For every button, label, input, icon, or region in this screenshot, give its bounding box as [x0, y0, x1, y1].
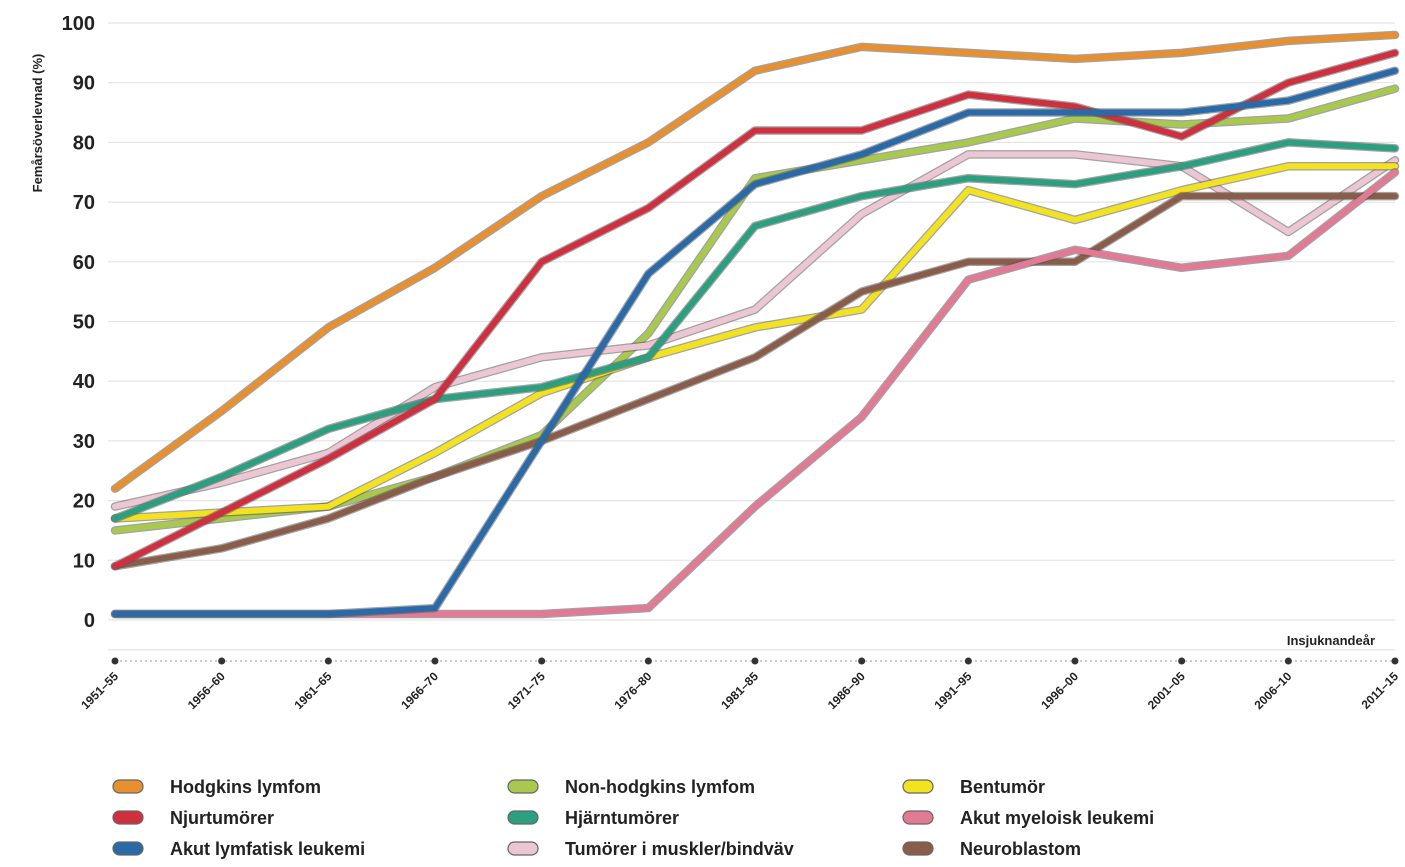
x-tick-label: 1961–65	[292, 669, 335, 712]
y-tick-label: 50	[73, 312, 95, 334]
y-tick-label: 70	[73, 192, 95, 214]
legend-label: Bentumör	[960, 777, 1045, 797]
legend-swatch	[507, 779, 539, 794]
x-tick-dot	[431, 657, 439, 665]
legend-item: Tumörer i muskler/bindväv	[507, 839, 794, 859]
series-line	[112, 67, 1398, 618]
legend-label: Neuroblastom	[960, 839, 1081, 859]
x-tick-label: 1976–80	[612, 669, 655, 712]
legend-item: Non-hodgkins lymfom	[507, 777, 755, 797]
series-lines	[110, 30, 1400, 619]
legend-swatch	[902, 810, 934, 825]
x-tick-label: 2001–05	[1145, 669, 1188, 712]
legend-swatch	[112, 841, 144, 856]
legend-label: Hodgkins lymfom	[170, 777, 321, 797]
series-line	[112, 139, 1398, 522]
legend-swatch	[112, 810, 144, 825]
legend-label: Hjärntumörer	[565, 808, 679, 828]
series-line	[112, 31, 1398, 492]
x-tick-dot	[751, 657, 759, 665]
series-bentum-r	[110, 162, 1400, 523]
series-neuroblastom	[110, 191, 1400, 571]
legend-item: Hjärntumörer	[507, 808, 679, 828]
series-line-outline	[110, 168, 1400, 619]
x-tick-label: 1951–55	[78, 669, 121, 712]
y-tick-label: 30	[73, 431, 95, 453]
x-tick-label: 1971–75	[505, 669, 548, 712]
legend-swatch	[507, 810, 539, 825]
legend-item: Akut lymfatisk leukemi	[112, 839, 365, 859]
series-njurtum-rer	[110, 48, 1400, 571]
x-tick-dot	[964, 657, 972, 665]
legend-item: Akut myeloisk leukemi	[902, 808, 1154, 828]
legend-swatch	[507, 841, 539, 856]
x-tick-dot	[644, 657, 652, 665]
y-tick-label: 60	[73, 252, 95, 274]
x-tick-label: 1956–60	[185, 669, 228, 712]
x-axis: 1951–55 1956–60 1961–65 1966–70 1971–75 1976–…	[78, 657, 1402, 712]
x-tick-label: 1981–85	[718, 669, 761, 712]
x-tick-dot	[111, 657, 119, 665]
series-line	[112, 163, 1398, 522]
x-tick-label: 1996–00	[1038, 669, 1081, 712]
y-tick-label: 0	[84, 610, 95, 632]
y-tick-label: 40	[73, 371, 95, 393]
series-line	[112, 49, 1398, 570]
legend-label: Non-hodgkins lymfom	[565, 777, 755, 797]
legend-item: Njurtumörer	[112, 808, 274, 828]
series-akut-myeloisk-leukemi	[110, 168, 1400, 619]
legend-item: Neuroblastom	[902, 839, 1081, 859]
y-tick-label: 90	[73, 73, 95, 95]
y-tick-label: 100	[62, 13, 95, 35]
series-line	[112, 193, 1398, 570]
x-tick-dot	[324, 657, 332, 665]
legend-label: Akut lymfatisk leukemi	[170, 839, 365, 859]
x-tick-dot	[538, 657, 546, 665]
legend-label: Akut myeloisk leukemi	[960, 808, 1154, 828]
legend-swatch	[902, 841, 934, 856]
grid-lines	[108, 22, 1395, 651]
x-tick-dot	[1284, 657, 1292, 665]
series-akut-lymfatisk-leukemi	[110, 66, 1400, 619]
legend-item: Hodgkins lymfom	[112, 777, 321, 797]
x-tick-dot	[218, 657, 226, 665]
x-tick-label: 2011–15	[1359, 669, 1402, 712]
y-axis-title: Femårsöverlevnad (%)	[30, 54, 45, 193]
series-line	[112, 169, 1398, 618]
legend-label: Tumörer i muskler/bindväv	[565, 839, 794, 859]
x-tick-label: 1986–90	[825, 669, 868, 712]
series-hodgkins-lymfom	[110, 30, 1400, 493]
series-hj-rntum-rer	[110, 138, 1400, 523]
x-tick-dot	[1178, 657, 1186, 665]
x-tick-label: 2006–10	[1252, 669, 1295, 712]
legend-swatch	[902, 779, 934, 794]
legend-item: Bentumör	[902, 777, 1045, 797]
legend: Hodgkins lymfom Non-hodgkins lymfom Bentum…	[112, 777, 1154, 859]
y-tick-label: 20	[73, 491, 95, 513]
y-tick-labels: 0 10 20 30 40 50 60 70 80 90 100	[62, 13, 95, 632]
y-tick-label: 80	[73, 132, 95, 154]
x-tick-dot	[858, 657, 866, 665]
x-axis-title: Insjuknandeår	[1287, 633, 1375, 648]
legend-swatch	[112, 779, 144, 794]
x-tick-dot	[1071, 657, 1079, 665]
y-tick-label: 10	[73, 550, 95, 572]
legend-label: Njurtumörer	[170, 808, 274, 828]
x-tick-label: 1966–70	[398, 669, 441, 712]
x-tick-label: 1991–95	[932, 669, 975, 712]
x-tick-dot	[1391, 657, 1399, 665]
